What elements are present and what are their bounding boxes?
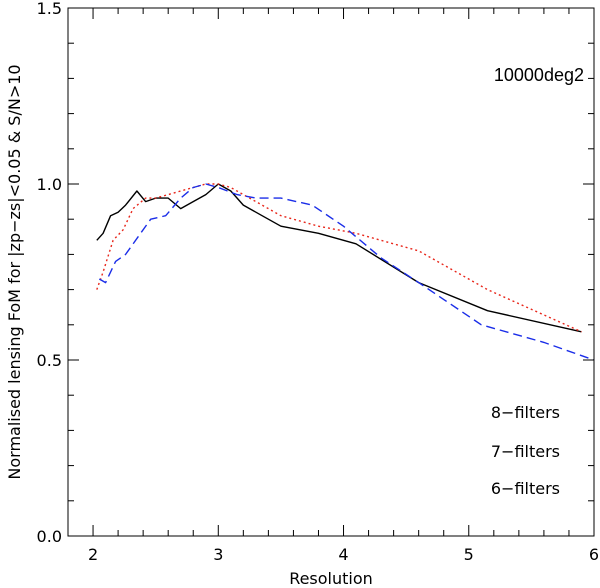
series-line-8-filters — [96, 183, 582, 333]
legend-item-7-filters: 7−filters — [491, 442, 560, 461]
y-tick-label: 0.5 — [37, 351, 62, 370]
legend-item-6-filters: 6−filters — [491, 479, 560, 498]
axis-tick-labels: 0.0 0.5 1.0 1.5 2 3 4 5 6 — [37, 0, 600, 564]
plot-frame — [67, 7, 595, 537]
y-tick-label: 1.5 — [37, 0, 62, 18]
x-tick-label: 6 — [589, 545, 599, 564]
y-tick-label: 0.0 — [37, 527, 62, 546]
x-tick-label: 2 — [88, 545, 98, 564]
legend-item-8-filters: 8−filters — [491, 403, 560, 422]
plot-lines — [96, 183, 595, 361]
x-tick-label: 5 — [464, 545, 474, 564]
series-line-6-filters — [98, 183, 595, 361]
legend: 8−filters 7−filters 6−filters — [491, 403, 560, 498]
x-axis-label: Resolution — [289, 569, 373, 588]
x-tick-label: 4 — [338, 545, 348, 564]
y-tick-label: 1.0 — [37, 175, 62, 194]
series-line-7-filters — [96, 183, 582, 333]
x-tick-label: 3 — [213, 545, 223, 564]
survey-area-annotation: 10000deg2 — [494, 65, 584, 85]
y-axis-label: Normalised lensing FoM for |zp−zs|<0.05 … — [5, 64, 24, 479]
axis-ticks — [67, 7, 595, 537]
